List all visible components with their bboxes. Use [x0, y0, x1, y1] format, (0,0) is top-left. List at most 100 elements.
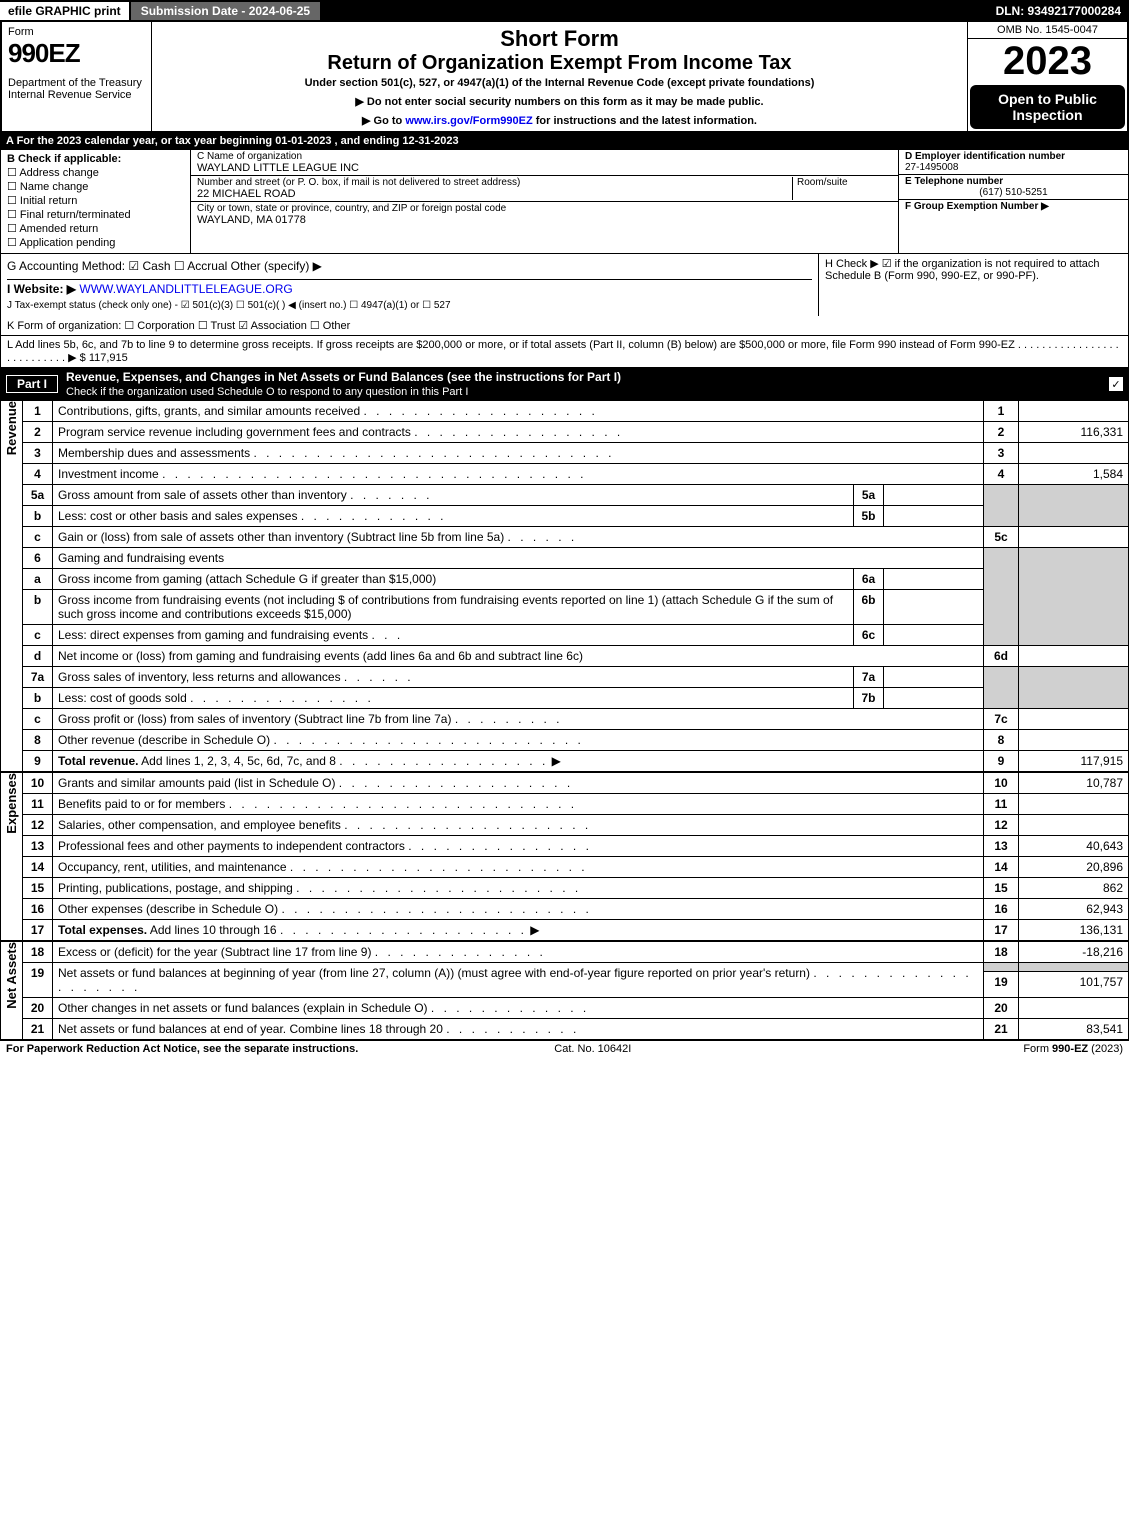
part-1-label: Part I: [6, 375, 58, 393]
line-14-desc: Occupancy, rent, utilities, and maintena…: [53, 857, 984, 878]
efile-label: efile GRAPHIC print: [0, 2, 129, 20]
line-6d-desc: Net income or (loss) from gaming and fun…: [53, 646, 984, 667]
line-10-val: 10,787: [1019, 773, 1129, 794]
line-12-num: 12: [23, 815, 53, 836]
line-6c-mn: 6c: [854, 625, 884, 646]
form-label: Form: [8, 26, 145, 38]
line-7a-num: 7a: [23, 667, 53, 688]
line-12-desc: Salaries, other compensation, and employ…: [53, 815, 984, 836]
line-5b-mv: [884, 506, 984, 527]
top-bar: efile GRAPHIC print Submission Date - 20…: [0, 0, 1129, 22]
line-i-label: I Website: ▶: [7, 282, 76, 296]
line-7b-num: b: [23, 688, 53, 709]
line-6b-desc: Gross income from fundraising events (no…: [53, 590, 854, 625]
chk-amended-return[interactable]: ☐ Amended return: [7, 222, 184, 235]
line-11-rnum: 11: [984, 794, 1019, 815]
chk-name-change[interactable]: ☐ Name change: [7, 180, 184, 193]
chk-address-change[interactable]: ☐ Address change: [7, 166, 184, 179]
line-g: G Accounting Method: ☑ Cash ☐ Accrual Ot…: [7, 257, 812, 280]
section-b: B Check if applicable: ☐ Address change …: [1, 150, 191, 253]
omb-number: OMB No. 1545-0047: [968, 22, 1127, 39]
line-4-rnum: 4: [984, 464, 1019, 485]
line-6a-desc: Gross income from gaming (attach Schedul…: [53, 569, 854, 590]
line-6b-num: b: [23, 590, 53, 625]
room-label: Room/suite: [797, 177, 892, 188]
line-7c-rnum: 7c: [984, 709, 1019, 730]
line-7b-mn: 7b: [854, 688, 884, 709]
line-12-rnum: 12: [984, 815, 1019, 836]
website-link[interactable]: WWW.WAYLANDLITTLELEAGUE.ORG: [79, 282, 292, 296]
line-h: H Check ▶ ☑ if the organization is not r…: [818, 254, 1128, 316]
line-17-rnum: 17: [984, 920, 1019, 941]
line-6d-val: [1019, 646, 1129, 667]
ein-label: D Employer identification number: [905, 151, 1065, 162]
line-7c-val: [1019, 709, 1129, 730]
part-1-title: Revenue, Expenses, and Changes in Net As…: [66, 370, 621, 398]
line-12-val: [1019, 815, 1129, 836]
line-13-num: 13: [23, 836, 53, 857]
line-7a-mn: 7a: [854, 667, 884, 688]
line-5b-desc: Less: cost or other basis and sales expe…: [53, 506, 854, 527]
line-21-val: 83,541: [1019, 1019, 1129, 1040]
line-6-shade: [984, 548, 1019, 646]
line-20-desc: Other changes in net assets or fund bala…: [53, 998, 984, 1019]
section-b-c-d: B Check if applicable: ☐ Address change …: [0, 149, 1129, 254]
line-6a-mv: [884, 569, 984, 590]
line-6c-mv: [884, 625, 984, 646]
line-8-rnum: 8: [984, 730, 1019, 751]
form-number: 990EZ: [8, 38, 145, 69]
line-17-val: 136,131: [1019, 920, 1129, 941]
line-9-val: 117,915: [1019, 751, 1129, 772]
line-16-num: 16: [23, 899, 53, 920]
line-14-num: 14: [23, 857, 53, 878]
line-5c-desc: Gain or (loss) from sale of assets other…: [53, 527, 984, 548]
line-6b-mn: 6b: [854, 590, 884, 625]
line-1-val: [1019, 401, 1129, 422]
line-3-num: 3: [23, 443, 53, 464]
line-3-desc: Membership dues and assessments . . . . …: [53, 443, 984, 464]
part-1-header: Part I Revenue, Expenses, and Changes in…: [0, 368, 1129, 400]
city-label: City or town, state or province, country…: [197, 203, 892, 214]
line-k: K Form of organization: ☐ Corporation ☐ …: [0, 316, 1129, 336]
line-1-rnum: 1: [984, 401, 1019, 422]
footer-right: Form 990-EZ (2023): [1023, 1043, 1123, 1055]
line-15-val: 862: [1019, 878, 1129, 899]
line-16-val: 62,943: [1019, 899, 1129, 920]
line-11-val: [1019, 794, 1129, 815]
line-6-desc: Gaming and fundraising events: [53, 548, 984, 569]
netassets-section: Net Assets 18Excess or (deficit) for the…: [0, 941, 1129, 1040]
chk-final-return[interactable]: ☐ Final return/terminated: [7, 208, 184, 221]
street: 22 MICHAEL ROAD: [197, 188, 296, 200]
line-17-desc: Total expenses. Add lines 10 through 16 …: [53, 920, 984, 941]
chk-application-pending[interactable]: ☐ Application pending: [7, 236, 184, 249]
line-5c-val: [1019, 527, 1129, 548]
line-7c-num: c: [23, 709, 53, 730]
line-18-num: 18: [23, 942, 53, 963]
line-13-val: 40,643: [1019, 836, 1129, 857]
irs-link[interactable]: www.irs.gov/Form990EZ: [405, 115, 532, 127]
form-subtitle: Under section 501(c), 527, or 4947(a)(1)…: [160, 77, 959, 89]
line-1-desc: Contributions, gifts, grants, and simila…: [53, 401, 984, 422]
line-19-val: 101,757: [1019, 971, 1129, 997]
line-16-desc: Other expenses (describe in Schedule O) …: [53, 899, 984, 920]
line-6c-num: c: [23, 625, 53, 646]
line-5b-num: b: [23, 506, 53, 527]
part-1-checkbox[interactable]: ✓: [1109, 377, 1123, 391]
line-17-num: 17: [23, 920, 53, 941]
line-6c-desc: Less: direct expenses from gaming and fu…: [53, 625, 854, 646]
line-9-desc: Total revenue. Add lines 1, 2, 3, 4, 5c,…: [53, 751, 984, 772]
line-18-desc: Excess or (deficit) for the year (Subtra…: [53, 942, 984, 963]
chk-initial-return[interactable]: ☐ Initial return: [7, 194, 184, 207]
line-2-val: 116,331: [1019, 422, 1129, 443]
line-13-desc: Professional fees and other payments to …: [53, 836, 984, 857]
line-19-num: 19: [23, 963, 53, 998]
line-5a-mn: 5a: [854, 485, 884, 506]
line-10-desc: Grants and similar amounts paid (list in…: [53, 773, 984, 794]
line-20-rnum: 20: [984, 998, 1019, 1019]
page-footer: For Paperwork Reduction Act Notice, see …: [0, 1040, 1129, 1057]
line-6a-num: a: [23, 569, 53, 590]
section-d-e-f: D Employer identification number 27-1495…: [898, 150, 1128, 253]
line-7b-desc: Less: cost of goods sold . . . . . . . .…: [53, 688, 854, 709]
short-form-label: Short Form: [160, 26, 959, 52]
line-3-val: [1019, 443, 1129, 464]
